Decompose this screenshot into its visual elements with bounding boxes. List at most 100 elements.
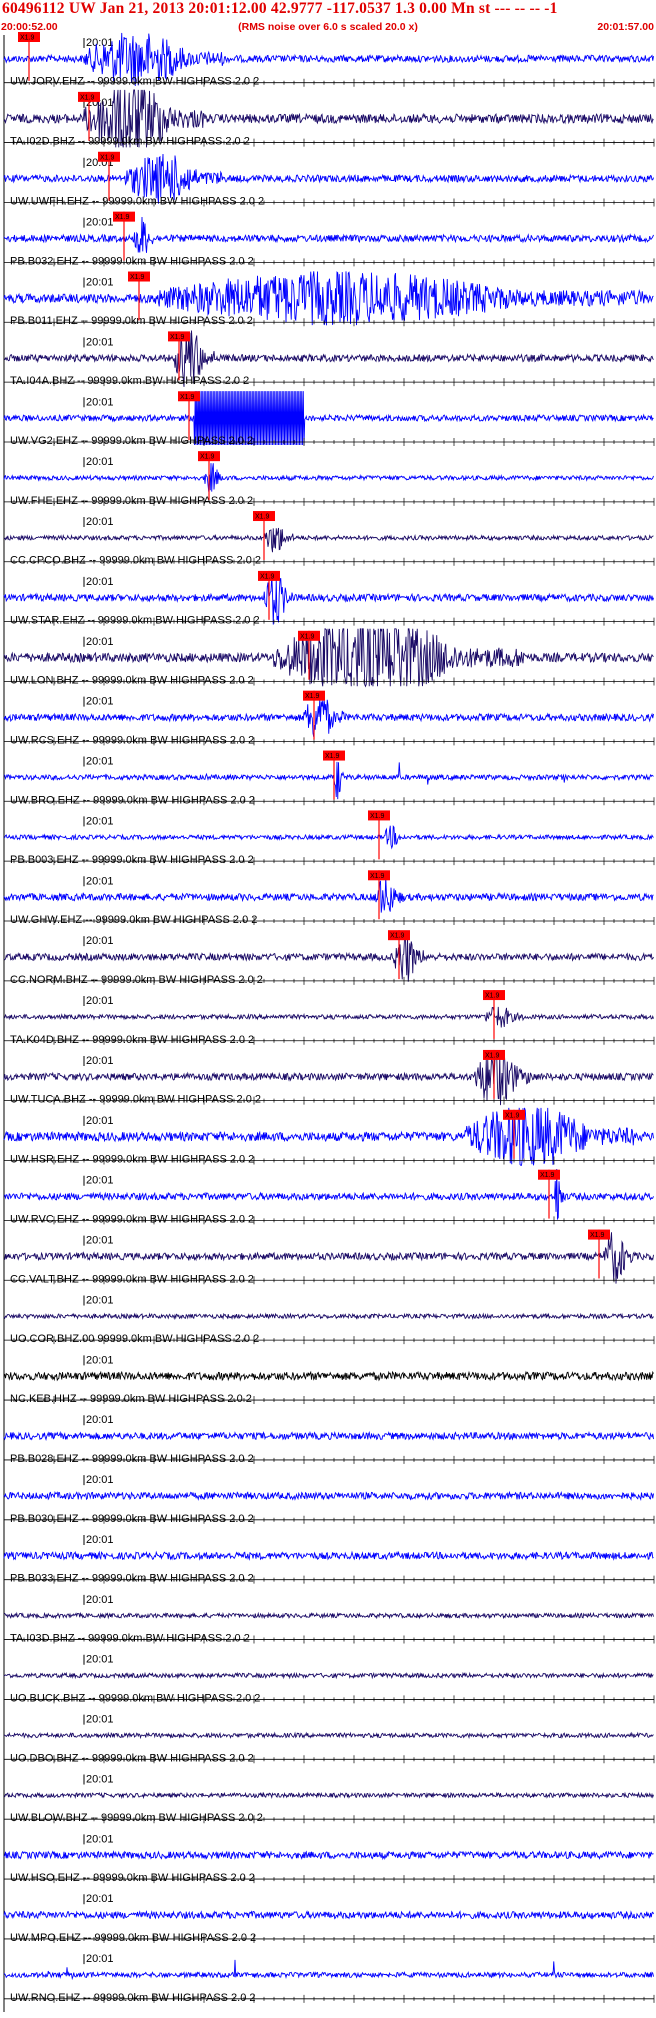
minute-label: 20:01 [86,815,114,827]
station-label: UW.LON.BHZ -- 99999.0km BW HIGHPASS 2.0 … [10,674,254,686]
minute-label: 20:01 [86,1115,114,1127]
trace-row: 20:01 UW.HSO.EHZ -- 99999.0km BW HIGHPASS… [3,1833,655,1884]
waveform [3,1430,654,1442]
station-label: UW.UWFH.EHZ -- 99999.0km BW HIGHPASS 2.0… [10,195,264,207]
waveform [3,1611,654,1620]
minute-label: 20:01 [86,37,114,49]
minute-label: 20:01 [86,696,114,708]
minute-label: 20:01 [86,935,114,947]
minute-label: 20:01 [86,756,114,768]
station-label: PB.B028.EHZ -- 99999.0km BW HIGHPASS 2.0… [10,1453,254,1465]
station-label: TA.K04D.BHZ -- 99999.0km BW HIGHPASS 2.0… [10,1034,254,1046]
pick-label: X1.9 [100,154,115,161]
waveform [3,330,654,387]
minute-label: 20:01 [86,1055,114,1067]
minute-label: 20:01 [86,1773,114,1785]
station-label: PB.B032.EHZ -- 99999.0km BW HIGHPASS 2.0… [10,255,254,267]
pick-label: X1.9 [300,633,315,640]
waveform [3,1107,654,1166]
minute-label: 20:01 [86,1175,114,1187]
pick-flag [538,1169,560,1180]
pick-flag [128,271,150,282]
minute-label: 20:01 [86,1354,114,1366]
waveform [3,1006,654,1028]
pick-flag [298,630,320,641]
trace-row: 20:01 PB.B032.EHZ -- 99999.0km BW HIGHPAS… [3,211,655,267]
trace-row: 20:01 UO.COR.BHZ.00 99999.0km BW HIGHPASS… [3,1294,655,1345]
minute-label: 20:01 [86,1235,114,1247]
pick-flag [198,451,220,462]
trace-row: 20:01 NC.KEB.HHZ -- 99999.0km BW HIGHPASS… [3,1354,655,1405]
station-label: UW.BRO.EHZ -- 99999.0km BW HIGHPASS 2.0 … [10,794,255,806]
trace-row: 20:01 UW.LON.BHZ -- 99999.0km BW HIGHPASS… [3,628,655,688]
pick-label: X1.9 [260,573,275,580]
station-label: UW.RVC.EHZ -- 99999.0km BW HIGHPASS 2.0 … [10,1213,254,1225]
pick-label: X1.9 [485,1052,500,1059]
trace-row: 20:01 TA.I03D.BHZ -- 99999.0km BW HIGHPAS… [3,1594,655,1645]
pick-label: X1.9 [370,873,385,880]
trace-row: 20:01 UO.DBO.BHZ -- 99999.0km BW HIGHPASS… [3,1714,655,1764]
trace-row: 20:01 CC.VALT.BHZ -- 99999.0km BW HIGHPAS… [3,1229,655,1285]
minute-label: 20:01 [86,1893,114,1905]
pick-label: X1.9 [370,813,385,820]
waveform [3,1490,654,1502]
station-label: CC.NORM.BHZ -- 99999.0km BW HIGHPASS 2.0… [10,974,263,986]
pick-label: X1.9 [115,214,130,221]
waveform [3,463,654,492]
pick-flag [483,990,505,1001]
waveform [3,1232,654,1284]
pick-flag [588,1229,610,1240]
trace-row: 20:01 UW.FHE.EHZ -- 99999.0km BW HIGHPASS… [3,451,655,507]
minute-label: 20:01 [86,576,114,588]
waveform [3,825,654,850]
waveform [3,1312,654,1321]
trace-row: 20:01 TA.I04A.BHZ -- 99999.0km BW HIGHPAS… [3,330,655,387]
trace-row: 20:01 UW.GHW.EHZ -- 99999.0km BW HIGHPASS… [3,870,655,926]
trace-row: 20:01 UW.HSR.EHZ -- 99999.0km BW HIGHPASS… [3,1107,655,1166]
minute-label: 20:01 [86,995,114,1007]
pick-flag [368,870,390,881]
minute-label: 20:01 [86,1594,114,1606]
station-label: TA.I02D.BHZ -- 99999.0km BW HIGHPASS 2.0… [10,136,250,148]
station-label: UW.GHW.EHZ -- 99999.0km BW HIGHPASS 2.0 … [10,914,257,926]
station-label: UW.RCS.EHZ -- 99999.0km BW HIGHPASS 2.0 … [10,734,254,746]
waveform [3,699,654,738]
waveform [3,1550,654,1561]
waveform [3,1850,654,1861]
pick-label: X1.9 [255,514,270,521]
trace-row: 20:01 UW.STAR.EHZ -- 99999.0km BW HIGHPAS… [3,570,655,627]
pick-flag [388,930,410,941]
minute-label: 20:01 [86,1534,114,1546]
waveform [3,1731,654,1740]
trace-row: 20:01 UW.TUCA.BHZ -- 99999.0km BW HIGHPAS… [3,1049,655,1106]
pick-label: X1.9 [305,693,320,700]
station-label: CC.VALT.BHZ -- 99999.0km BW HIGHPASS 2.0… [10,1273,254,1285]
pick-label: X1.9 [180,394,195,401]
pick-label: X1.9 [390,933,405,940]
pick-label: X1.9 [540,1172,555,1179]
minute-label: 20:01 [86,1833,114,1845]
pick-label: X1.9 [590,1232,605,1239]
minute-label: 20:01 [86,1414,114,1426]
station-label: CC.CPCO.BHZ -- 99999.0km BW HIGHPASS 2.0… [10,555,261,567]
waveform [3,1791,654,1800]
pick-flag [98,151,120,162]
waveform [3,391,654,445]
pick-flag [258,570,280,581]
pick-label: X1.9 [80,94,95,101]
station-label: UO.COR.BHZ.00 99999.0km BW HIGHPASS 2.0 … [10,1333,259,1345]
waveform [3,1050,654,1106]
station-label: UW.HSO.EHZ -- 99999.0km BW HIGHPASS 2.0 … [10,1872,255,1884]
minute-label: 20:01 [86,277,114,289]
waveform [3,761,654,800]
station-label: PB.B011.EHZ -- 99999.0km BW HIGHPASS 2.0… [10,315,253,327]
station-label: UW.FHE.EHZ -- 99999.0km BW HIGHPASS 2.0 … [10,495,253,507]
trace-row: 20:01 UW.RCS.EHZ -- 99999.0km BW HIGHPASS… [3,690,655,746]
waveform [3,1370,654,1382]
pick-flag [503,1109,525,1120]
trace-row: 20:01 PB.B011.EHZ -- 99999.0km BW HIGHPAS… [3,271,655,327]
pick-label: X1.9 [485,993,500,1000]
trace-row: 20:01 CC.NORM.BHZ -- 99999.0km BW HIGHPAS… [3,930,655,986]
end-time-label: 20:01:57.00 [597,21,654,33]
